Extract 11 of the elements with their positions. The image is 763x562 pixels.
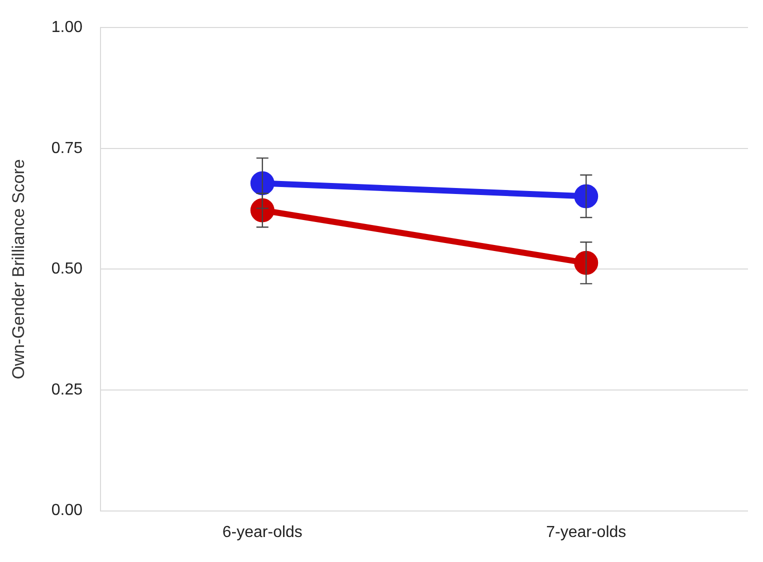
y-axis-title: Own-Gender Brilliance Score [8, 159, 28, 380]
x-tick-label: 6-year-olds [222, 524, 302, 541]
point [574, 250, 598, 275]
y-tick-label: 1.00 [51, 19, 83, 36]
x-tick-label: 7-year-olds [546, 524, 626, 541]
point [250, 171, 274, 196]
y-tick-label: 0.25 [51, 381, 83, 398]
y-tick-label: 0.50 [51, 260, 83, 278]
y-tick-label: 0.00 [51, 502, 83, 520]
point [574, 184, 598, 208]
y-tick-label: 0.75 [51, 140, 83, 157]
